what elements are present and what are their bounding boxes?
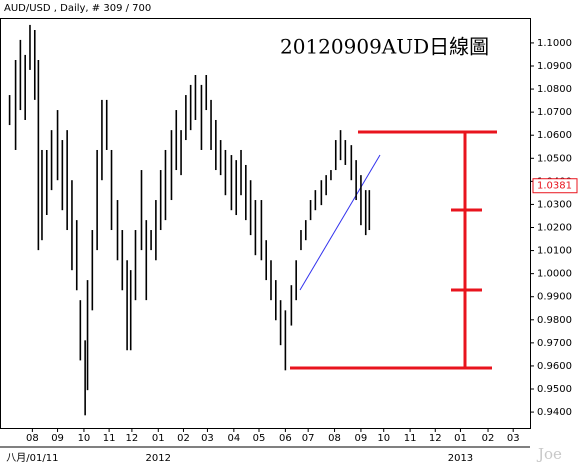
x-tick-label: 03 [507,433,520,444]
watermark: Joe [536,445,562,463]
x-tick-label: 08 [328,433,341,444]
x-tick-label: 12 [126,433,139,444]
y-tick-label: 0.9800 [537,315,572,326]
chart-title: 20120909AUD日線圖 [280,35,489,59]
y-tick-label: 1.0100 [537,246,572,257]
y-tick-label: 1.0600 [537,130,572,141]
y-tick-label: 1.0700 [537,107,572,118]
y-tick-label: 1.0900 [537,61,572,72]
x-tick-label: 10 [78,433,91,444]
y-tick-label: 1.0300 [537,199,572,210]
y-tick-label: 0.9500 [537,384,572,395]
x-tick-label: 08 [26,433,39,444]
plot-frame [0,18,531,429]
y-tick-label: 1.0200 [537,222,572,233]
last-price-label: 1.0381 [537,181,572,192]
x-tick-label: 03 [201,433,214,444]
price-bars [8,24,371,416]
y-tick-label: 0.9600 [537,361,572,372]
trend-line [299,154,381,291]
y-tick-label: 1.0000 [537,269,572,280]
x-tick-label: 09 [51,433,64,444]
x-tick-label: 11 [103,433,116,444]
x-tick-label: 05 [253,433,266,444]
chart-subtitle: AUD/USD , Daily, # 309 / 700 [4,3,151,14]
x-tick-label: 09 [355,433,368,444]
y-tick-label: 0.9400 [537,407,572,418]
x-tick-label: 01 [454,433,467,444]
x-tick-label: 12 [429,433,442,444]
x-tick-label: 02 [482,433,495,444]
y-tick-label: 1.0500 [537,153,572,164]
x-tick-label: 01 [152,433,165,444]
x-tick-label: 11 [404,433,417,444]
y-tick-label: 1.1000 [537,38,572,49]
x-year-label: 2013 [448,453,473,464]
annotations [290,130,497,370]
x-year-label: 八月/01/11 [6,452,58,464]
y-tick-label: 0.9900 [537,292,572,303]
x-tick-label: 06 [279,433,292,444]
x-tick-label: 02 [177,433,190,444]
x-tick-label: 10 [377,433,390,444]
x-tick-label: 04 [227,433,240,444]
x-year-label: 2012 [146,453,171,464]
last-price-box [532,178,578,194]
y-tick-label: 1.0800 [537,84,572,95]
x-tick-label: 07 [302,433,315,444]
y-tick-label: 0.9700 [537,338,572,349]
